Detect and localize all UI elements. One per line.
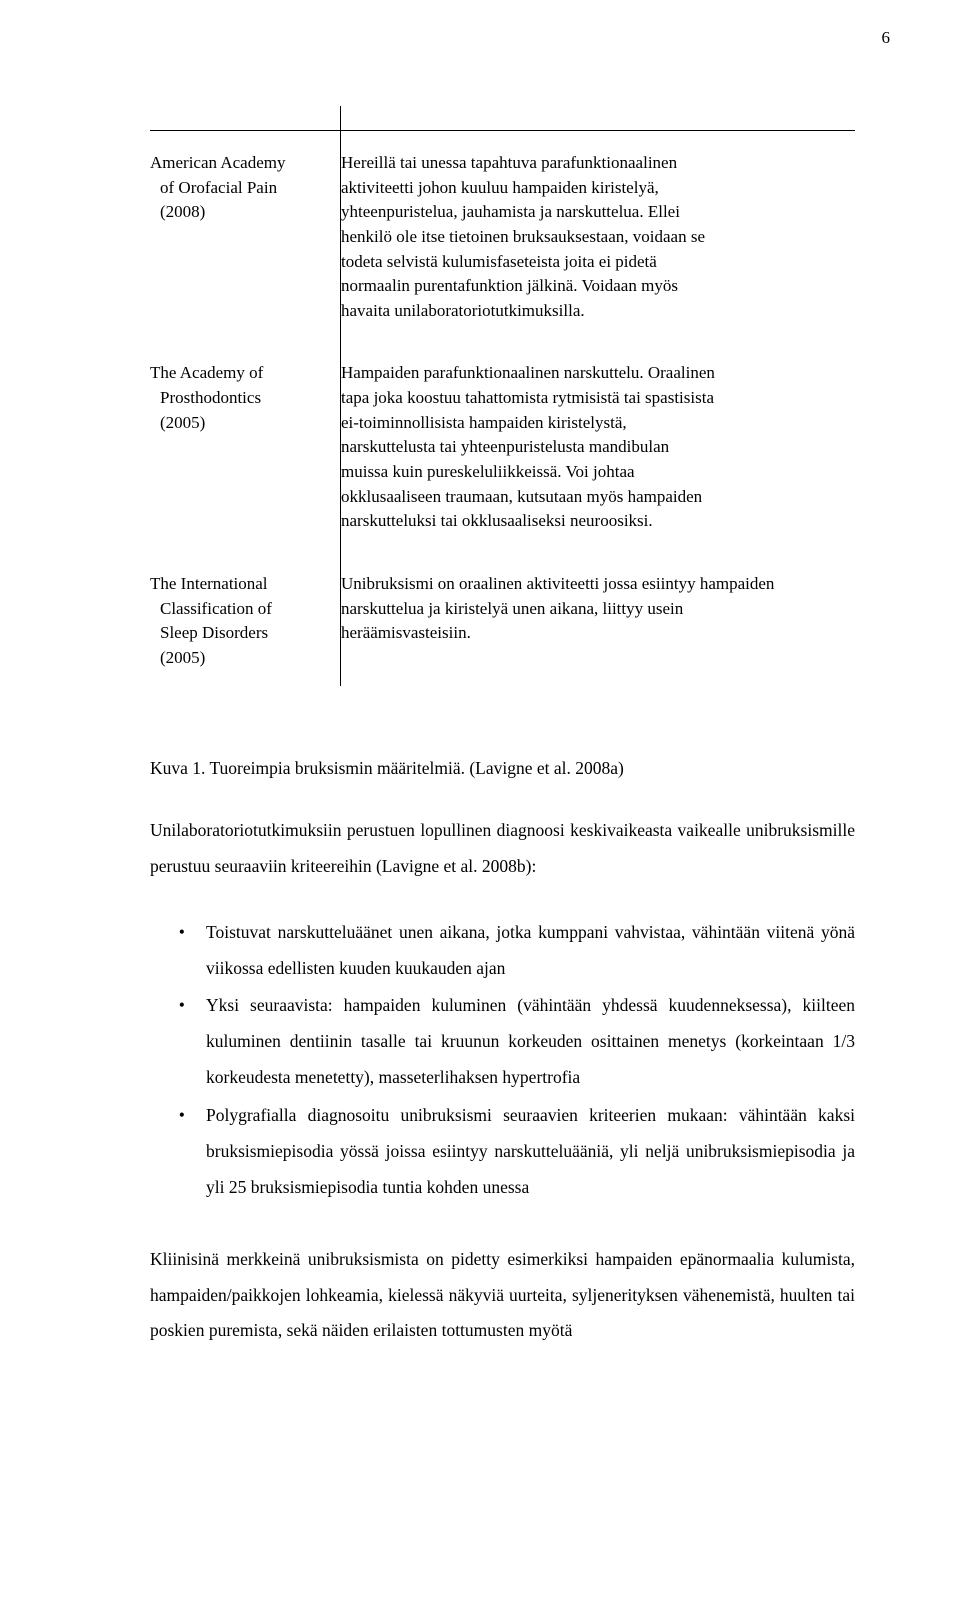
criteria-list: Toistuvat narskutteluäänet unen aikana, …	[150, 915, 855, 1206]
list-item: Polygrafialla diagnosoitu unibruksismi s…	[198, 1098, 855, 1206]
paragraph: Kliinisinä merkkeinä unibruksismista on …	[150, 1242, 855, 1350]
list-item: Toistuvat narskutteluäänet unen aikana, …	[198, 915, 855, 987]
source-sub: of Orofacial Pain	[150, 176, 340, 201]
source-sub2: Sleep Disorders	[150, 621, 340, 646]
definitions-table: American Academy of Orofacial Pain (2008…	[150, 106, 855, 686]
source-year: (2008)	[150, 200, 340, 225]
source-title: American Academy of Orofacial Pain (2008…	[150, 131, 340, 225]
source-year: (2005)	[150, 411, 340, 436]
definition-text: Unibruksismi on oraalinen aktiviteetti j…	[341, 552, 855, 686]
source-title: The International Classification of Slee…	[150, 552, 340, 671]
definition-text: Hereillä tai unessa tapahtuva parafunkti…	[341, 131, 855, 341]
definition-text: Hampaiden parafunktionaalinen narskuttel…	[341, 341, 855, 551]
source-sub: Classification of	[150, 597, 340, 622]
table-row: The Academy of Prosthodontics (2005) Ham…	[150, 341, 855, 551]
source-title: The Academy of Prosthodontics (2005)	[150, 341, 340, 435]
list-item: Yksi seuraavista: hampaiden kuluminen (v…	[198, 988, 855, 1096]
table-row: American Academy of Orofacial Pain (2008…	[150, 131, 855, 341]
source-name: The Academy of	[150, 363, 263, 382]
table-row: The International Classification of Slee…	[150, 552, 855, 686]
table-spacer-row	[150, 106, 855, 130]
source-name: American Academy	[150, 153, 285, 172]
source-sub: Prosthodontics	[150, 386, 340, 411]
source-year: (2005)	[150, 646, 340, 671]
figure-caption: Kuva 1. Tuoreimpia bruksismin määritelmi…	[150, 758, 855, 779]
definitions-table-wrap: American Academy of Orofacial Pain (2008…	[150, 106, 855, 686]
page-number: 6	[882, 28, 891, 48]
page: 6 American Academy of Orofacial Pain	[0, 0, 960, 1622]
source-name: The International	[150, 574, 268, 593]
paragraph: Unilaboratoriotutkimuksiin perustuen lop…	[150, 813, 855, 885]
